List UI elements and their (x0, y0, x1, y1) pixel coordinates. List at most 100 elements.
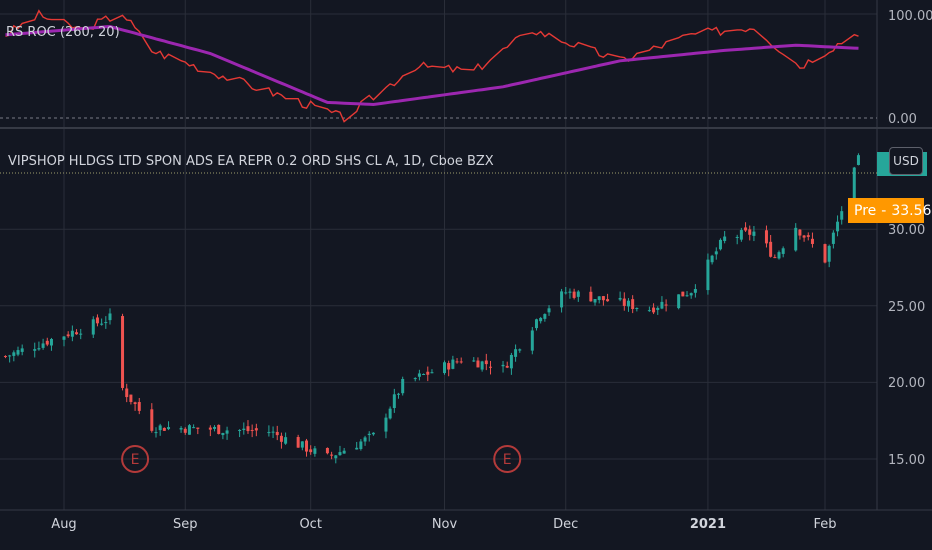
candle-body (426, 371, 430, 375)
candle-body (505, 365, 509, 368)
candle-body (355, 447, 359, 450)
candle-body (601, 296, 605, 301)
candle-body (108, 313, 112, 321)
candle-body (739, 230, 743, 240)
candle-body (187, 425, 191, 435)
candle-body (213, 426, 217, 429)
candle-body (183, 428, 187, 433)
candle-body (221, 432, 225, 436)
candle-body (296, 437, 300, 448)
candle-body (79, 333, 83, 335)
candle-body (62, 336, 66, 340)
candle-body (430, 372, 434, 374)
candle-body (125, 388, 129, 398)
candle-body (773, 257, 777, 259)
candle-body (781, 248, 785, 254)
price-tick-label: 25.00 (888, 300, 925, 315)
candle-body (16, 350, 20, 355)
candle-body (192, 427, 196, 429)
candle-body (342, 450, 346, 454)
candle-body (706, 259, 710, 291)
price-tick-label: 15.00 (888, 453, 925, 468)
candle-body (129, 394, 133, 402)
candle-body (664, 304, 668, 306)
candle-body (238, 429, 242, 431)
pre-separator: - (881, 202, 887, 219)
candle-body (75, 332, 79, 335)
earnings-marker-label: E (503, 452, 512, 468)
time-tick-label: Nov (432, 517, 458, 532)
currency-button[interactable]: USD (889, 147, 923, 175)
candle-body (514, 349, 518, 357)
candle-body (417, 373, 421, 377)
candle-body (37, 348, 41, 350)
candle-body (748, 229, 752, 235)
candle-body (635, 307, 639, 309)
candle-body (179, 428, 183, 430)
candle-body (827, 245, 831, 262)
candle-body (8, 355, 12, 357)
candle-body (597, 296, 601, 300)
candle-body (856, 155, 860, 165)
candle-body (367, 433, 371, 436)
candle-body (631, 299, 635, 310)
candle-body (447, 363, 451, 370)
candle-body (363, 437, 367, 442)
candle-body (359, 441, 363, 450)
candle-body (208, 427, 212, 430)
candle-body (150, 409, 154, 431)
candle-body (718, 239, 722, 250)
candle-body (652, 307, 656, 313)
year-tick-label: 2021 (690, 517, 726, 532)
candle-body (693, 289, 697, 293)
candle-body (325, 447, 329, 454)
candle-body (744, 227, 748, 231)
candle-body (137, 402, 141, 411)
candle-body (330, 454, 334, 456)
indicator-label[interactable]: RS ROC (260, 20) (6, 25, 120, 40)
candle-body (794, 227, 798, 251)
candle-body (162, 427, 166, 431)
candle-body (154, 432, 158, 434)
time-tick-label: Sep (173, 517, 198, 532)
candle-body (242, 428, 246, 430)
candle-body (392, 394, 396, 409)
candle-body (66, 334, 70, 337)
candle-body (279, 435, 283, 442)
candle-body (167, 427, 171, 430)
candle-body (777, 252, 781, 259)
candle-body (681, 291, 685, 297)
candle-body (488, 366, 492, 368)
candle-body (250, 429, 254, 431)
candle-body (723, 236, 727, 241)
candle-body (401, 378, 405, 394)
roc-line (5, 9, 859, 123)
symbol-title[interactable]: VIPSHOP HLDGS LTD SPON ADS EA REPR 0.2 O… (8, 154, 494, 169)
earnings-marker (493, 445, 522, 473)
candle-body (196, 427, 200, 429)
time-tick-label: Aug (51, 517, 76, 532)
candle-body (254, 428, 258, 431)
candle-body (133, 402, 137, 405)
candle-body (593, 299, 597, 303)
candle-body (806, 235, 810, 237)
candle-body (451, 359, 455, 369)
candle-body (501, 364, 505, 367)
candle-body (547, 308, 551, 313)
candle-body (267, 432, 271, 434)
candle-body (539, 317, 543, 322)
candle-body (313, 448, 317, 454)
candle-body (397, 393, 401, 395)
pre-market-badge: Pre - 33.56 (848, 198, 931, 223)
candle-body (518, 349, 522, 351)
candle-body (484, 360, 488, 365)
candle-body (831, 232, 835, 244)
candle-body (543, 314, 547, 319)
candle-body (622, 298, 626, 306)
candle-body (534, 319, 538, 329)
candle-body (685, 295, 689, 297)
candle-body (104, 322, 108, 324)
candle-body (810, 238, 814, 244)
candle-body (388, 408, 392, 419)
